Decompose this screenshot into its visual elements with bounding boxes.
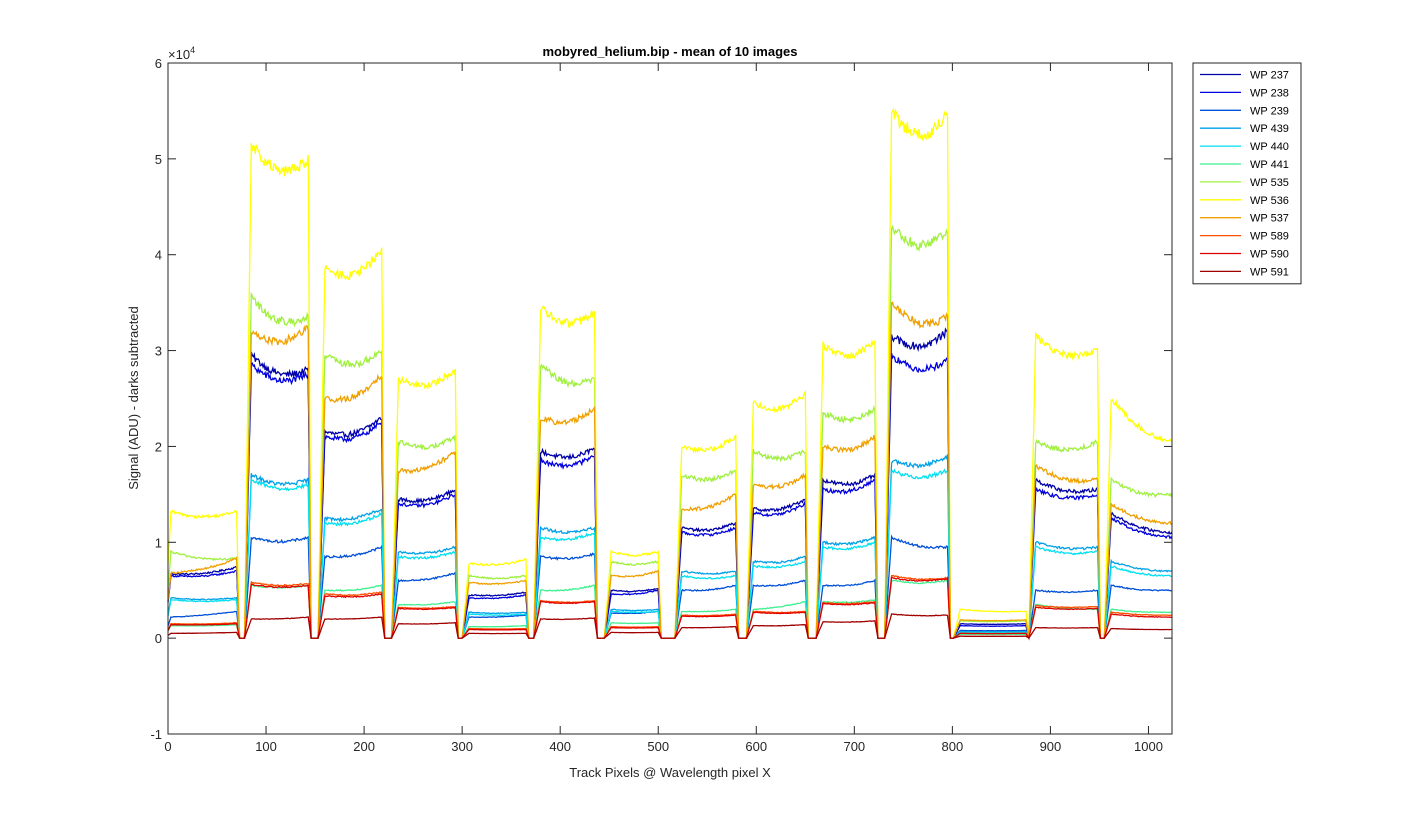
x-tick-label: 200 <box>353 739 375 754</box>
axes: 0 100 200 300 400 500 600 700 800 900 1000-1012345… <box>150 56 1173 754</box>
legend-entry-label: WP 239 <box>1250 105 1289 117</box>
svg-text:×104: ×104 <box>168 45 195 62</box>
legend-entry-label: WP 441 <box>1250 159 1289 171</box>
legend-entry-label: WP 238 <box>1250 87 1289 99</box>
legend-entry-label: WP 589 <box>1250 231 1289 243</box>
legend-entry-label: WP 591 <box>1250 266 1289 278</box>
y-tick-label: 2 <box>155 439 162 454</box>
y-tick-label: 1 <box>155 535 162 550</box>
x-tick-label: 500 <box>647 739 669 754</box>
series-line <box>167 613 1172 639</box>
plot-area <box>167 107 1173 641</box>
legend-entry-label: WP 440 <box>1250 141 1289 153</box>
x-tick-label: 600 <box>745 739 767 754</box>
y-tick-label: 3 <box>155 344 162 359</box>
x-tick-label: 300 <box>451 739 473 754</box>
x-tick-label: 800 <box>942 739 964 754</box>
x-tick-label: 100 <box>255 739 277 754</box>
y-tick-label: -1 <box>150 727 162 742</box>
legend-box <box>1192 62 1302 285</box>
axes-box <box>167 62 1173 735</box>
legend: WP 237 WP 238 WP 239 WP 439 WP 440 WP 441 WP 5… <box>1192 62 1302 285</box>
x-tick-label: 1000 <box>1134 739 1163 754</box>
y-axis-label: Signal (ADU) - darks subtracted <box>126 306 141 490</box>
legend-entry-label: WP 590 <box>1250 249 1289 261</box>
legend-entry-label: WP 237 <box>1250 70 1289 82</box>
exponent-power: 4 <box>190 45 195 55</box>
x-tick-label: 0 <box>164 739 171 754</box>
x-axis-label: Track Pixels @ Wavelength pixel X <box>569 765 771 780</box>
y-axis-exponent: ×104 <box>168 45 195 62</box>
legend-entry-label: WP 439 <box>1250 123 1289 135</box>
y-tick-label: 4 <box>155 248 162 263</box>
x-tick-label: 700 <box>843 739 865 754</box>
exponent-base: ×10 <box>168 47 190 62</box>
legend-entry-label: WP 535 <box>1250 177 1289 189</box>
chart-title: mobyred_helium.bip - mean of 10 images <box>542 44 797 59</box>
y-tick-label: 0 <box>155 631 162 646</box>
y-tick-label: 6 <box>155 56 162 71</box>
x-tick-label: 400 <box>549 739 571 754</box>
y-tick-label: 5 <box>155 152 162 167</box>
legend-entry-label: WP 537 <box>1250 213 1289 225</box>
legend-entry-label: WP 536 <box>1250 195 1289 207</box>
x-tick-label: 900 <box>1040 739 1062 754</box>
